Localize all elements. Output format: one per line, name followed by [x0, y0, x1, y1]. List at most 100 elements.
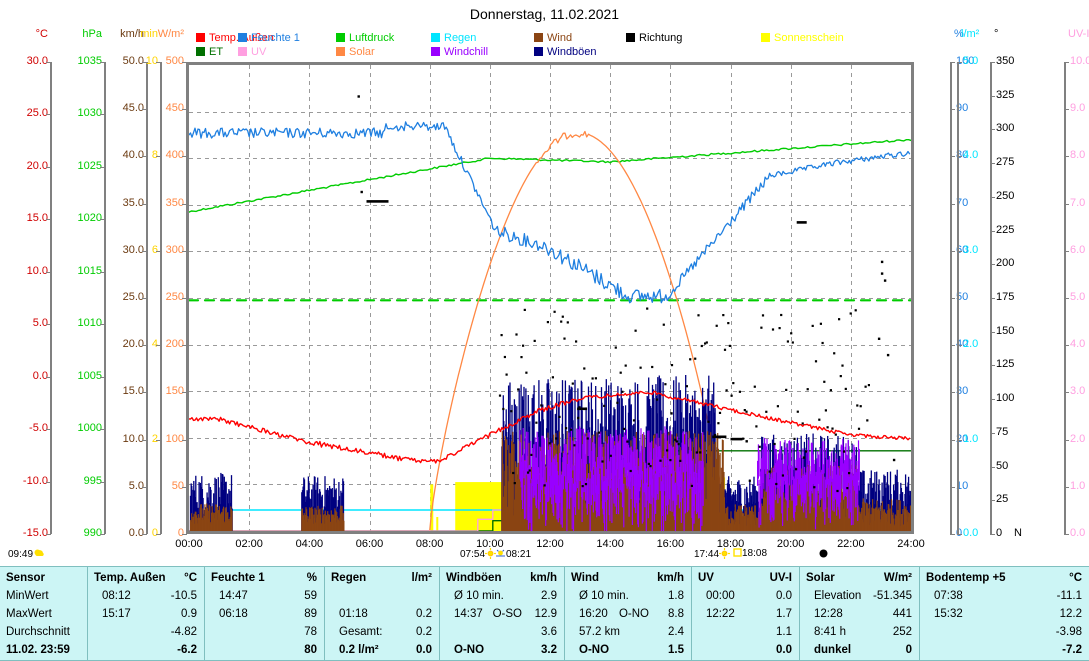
axis-tick-label: 4: [151, 338, 158, 351]
axis-tick: [142, 534, 147, 535]
axis-tick: [46, 324, 51, 326]
legend-label: Richtung: [639, 32, 683, 44]
table-column: Wind km/h Ø 10 min. 1.8 16:20 O-NO 8.8 57.2 km 2…: [565, 567, 692, 660]
table-row: 00:00 0.0: [692, 587, 799, 605]
axis-tick-label: 275: [996, 156, 1015, 169]
table-cell-value: 12.2: [1059, 608, 1082, 620]
time-axis-label: 20:00: [776, 538, 805, 550]
table-cell-value: 0: [905, 644, 912, 656]
table-cell-label: 14:47: [219, 590, 248, 602]
legend-item-wind[interactable]: Wind: [534, 32, 597, 45]
axis-tick-label: 25: [996, 493, 1009, 506]
table-row: 80: [205, 641, 324, 659]
legend-item-sonnenschein[interactable]: Sonnenschein: [761, 32, 844, 45]
table-header-unit: °C: [1069, 572, 1082, 584]
axis-tick: [957, 250, 962, 252]
axis-tick-label: 25.0: [26, 107, 48, 120]
axis-tick: [182, 534, 187, 535]
table-header-row: Temp. Außen °C: [88, 569, 204, 587]
table-header-label: Feuchte 1: [211, 572, 265, 584]
axis-tick-label: 5.0: [32, 317, 48, 330]
table-row: -6.2: [88, 641, 204, 659]
table-cell-label: 15:32: [934, 608, 963, 620]
axis-tick-label: 50: [996, 459, 1009, 472]
axis-tick-label: 5.0: [1070, 291, 1086, 303]
axis-tick-label: 45.0: [122, 102, 144, 115]
legend-item-windchill[interactable]: Windchill: [431, 46, 488, 59]
table-row: Elevation -51.345: [800, 587, 919, 605]
axis-tick-label: 1020: [77, 212, 102, 225]
legend-label: UV: [251, 46, 267, 58]
legend-item-luftdruck[interactable]: Luftdruck: [336, 32, 394, 45]
legend-item-windb-en[interactable]: Windböen: [534, 46, 597, 59]
moon-marker: [818, 548, 829, 560]
axis-tick-label: 6: [151, 243, 158, 256]
table-row: [325, 587, 439, 605]
table-cell-label: Ø 10 min.: [579, 590, 629, 602]
table-cell-label: 06:18: [219, 608, 248, 620]
axis-tick: [957, 439, 962, 441]
table-cell-label: 8:41 h: [814, 626, 846, 638]
axis-tick: [950, 250, 955, 252]
axis-tick: [100, 376, 105, 378]
table-column: UV UV-I 00:00 0.0 12:22 1.7 1.1 0.0: [692, 567, 800, 660]
table-header-row: Regen l/m²: [325, 569, 439, 587]
table-row: 1.1: [692, 623, 799, 641]
table-cell-value: 1.1: [776, 626, 792, 638]
table-row: 14:47 59: [205, 587, 324, 605]
marker-time-label: 07:54: [460, 549, 486, 560]
sunrise-marker: 07:54: [460, 548, 497, 560]
axis-tick-label: 1035: [77, 55, 102, 67]
axis-line: [160, 62, 162, 534]
table-cell-value: 0.9: [181, 608, 197, 620]
table-cell-value: 2.9: [541, 590, 557, 602]
table-row: 0.0: [692, 641, 799, 659]
table-cell-label: 16:20: [579, 608, 608, 620]
axis-line: [957, 62, 959, 534]
table-header-row: UV UV-I: [692, 569, 799, 587]
axis-tick: [1064, 109, 1069, 111]
legend-item-feuchte-1[interactable]: Feuchte 1: [238, 32, 300, 45]
axis-tick-label: -5.0: [29, 422, 48, 435]
legend-item-richtung[interactable]: Richtung: [626, 32, 682, 45]
table-header-unit: km/h: [657, 572, 684, 584]
table-header-label: UV: [698, 572, 714, 584]
time-axis-label: 08:00: [415, 538, 444, 550]
axis-tick: [100, 429, 105, 431]
axis-tick: [46, 534, 51, 535]
axis-tick-label: 0.0: [1070, 527, 1086, 539]
time-axis-label: 10:00: [476, 538, 504, 550]
axis-tick-label: 3.0: [963, 243, 979, 256]
legend-column: Wind Windböen: [534, 32, 597, 60]
table-cell-label: 00:00: [706, 590, 735, 602]
table-cell-value: -7.2: [1062, 644, 1082, 656]
legend-item-et[interactable]: ET: [196, 46, 274, 59]
axis-tick: [156, 345, 161, 347]
legend-item-regen[interactable]: Regen: [431, 32, 488, 45]
axis-tick-label: 125: [996, 358, 1015, 371]
axis-tick-label: 2.0: [963, 338, 979, 351]
axis-line: [104, 62, 106, 534]
table-header-unit: %: [306, 572, 317, 584]
axis-tick: [182, 109, 187, 111]
axis-tick-label: 8.0: [1070, 149, 1086, 162]
table-row: MinWert: [0, 587, 87, 605]
series-feuchte: [189, 121, 911, 304]
axis-tick-label: 20.0: [122, 338, 144, 351]
legend-label: ET: [209, 46, 224, 58]
legend-item-solar[interactable]: Solar: [336, 46, 394, 59]
table-cell-label: dunkel: [814, 644, 852, 656]
axis-tick-label: 1025: [77, 159, 102, 172]
axis-tick: [1064, 298, 1069, 299]
axis-tick: [950, 392, 955, 394]
axis-tick: [957, 62, 962, 63]
legend-column: Feuchte 1 UV: [238, 32, 300, 60]
axis-unit-label: km/h: [120, 28, 144, 40]
legend-item-uv[interactable]: UV: [238, 46, 300, 59]
axis-tick: [990, 500, 995, 502]
axis-tick: [957, 345, 962, 347]
legend-column: Sonnenschein: [761, 32, 844, 46]
axis-tick: [1064, 534, 1069, 535]
daybreak-marker: 08:21: [495, 548, 531, 560]
